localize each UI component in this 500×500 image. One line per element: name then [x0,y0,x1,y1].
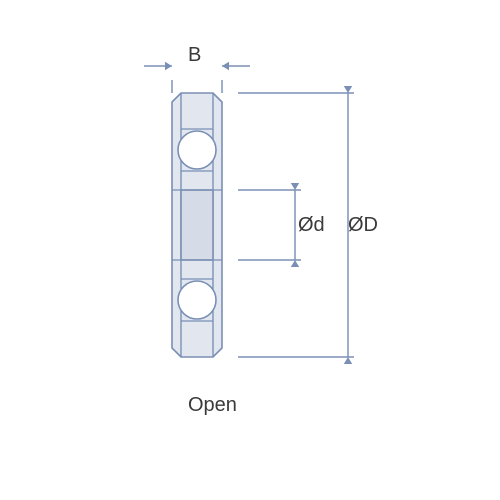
caption-text: Open [188,394,237,417]
bearing-svg [0,0,500,500]
inner-diameter-label: Ød [298,214,325,237]
outer-diameter-label: ØD [348,214,378,237]
bearing-diagram: B Ød ØD Open [0,0,500,500]
width-label: B [188,44,201,67]
